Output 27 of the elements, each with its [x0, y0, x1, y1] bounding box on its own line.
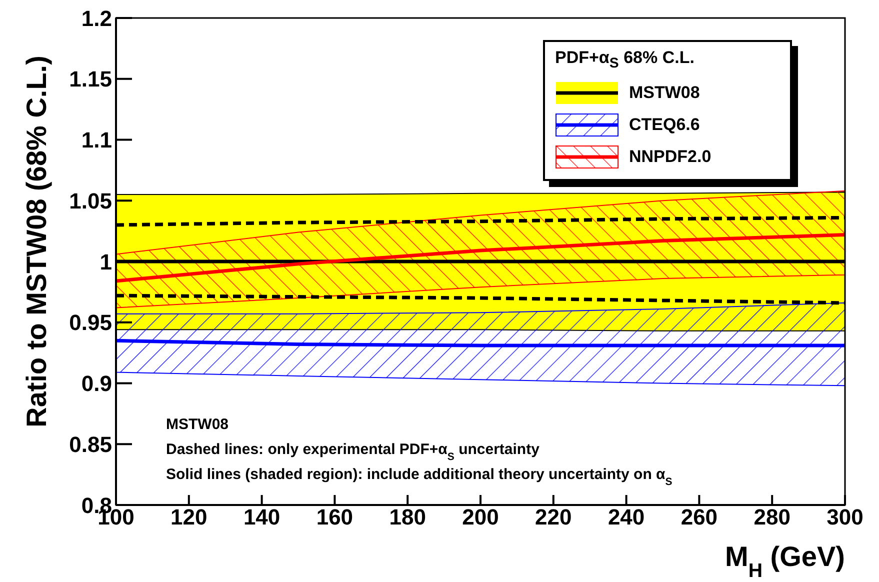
legend-label: MSTW08 — [629, 83, 700, 104]
y-tick-label: 1.15 — [69, 66, 112, 92]
x-tick-label: 240 — [608, 504, 645, 530]
x-tick-label: 220 — [535, 504, 572, 530]
annotation: MSTW08 — [166, 416, 229, 433]
y-tick-label: 0.95 — [69, 310, 112, 336]
x-tick-label: 280 — [754, 504, 790, 530]
y-tick-label: 0.9 — [81, 371, 112, 396]
legend-label: CTEQ6.6 — [629, 115, 700, 136]
y-tick-label: 1.2 — [81, 6, 112, 31]
y-tick-label: 1.05 — [69, 188, 112, 214]
y-tick-label: 1 — [100, 249, 112, 274]
x-tick-label: 120 — [170, 504, 208, 530]
x-tick-label: 200 — [462, 504, 499, 530]
y-tick-label: 0.85 — [69, 432, 112, 457]
y-tick-label: 1.1 — [81, 128, 112, 153]
x-axis-title: M$_{H}$ (GeV) — [725, 541, 845, 582]
legend-title: PDF+α$_{S}$ 68% C.L. — [555, 48, 696, 72]
x-tick-label: 160 — [316, 504, 354, 530]
x-tick-label: 180 — [389, 504, 426, 530]
y-axis-title: Ratio to MSTW08 (68% C.L.) — [21, 56, 52, 428]
annotation: Solid lines (shaded region): include additional theory uncertainty on α$_{S}$ — [166, 466, 672, 488]
legend-label: NNPDF2.0 — [629, 147, 712, 168]
x-tick-label: 300 — [826, 504, 864, 530]
x-tick-label: 260 — [680, 504, 718, 530]
annotation: Dashed lines: only experimental PDF+α$_{S}$ uncertainty — [166, 441, 540, 463]
x-tick-label: 140 — [243, 504, 280, 530]
